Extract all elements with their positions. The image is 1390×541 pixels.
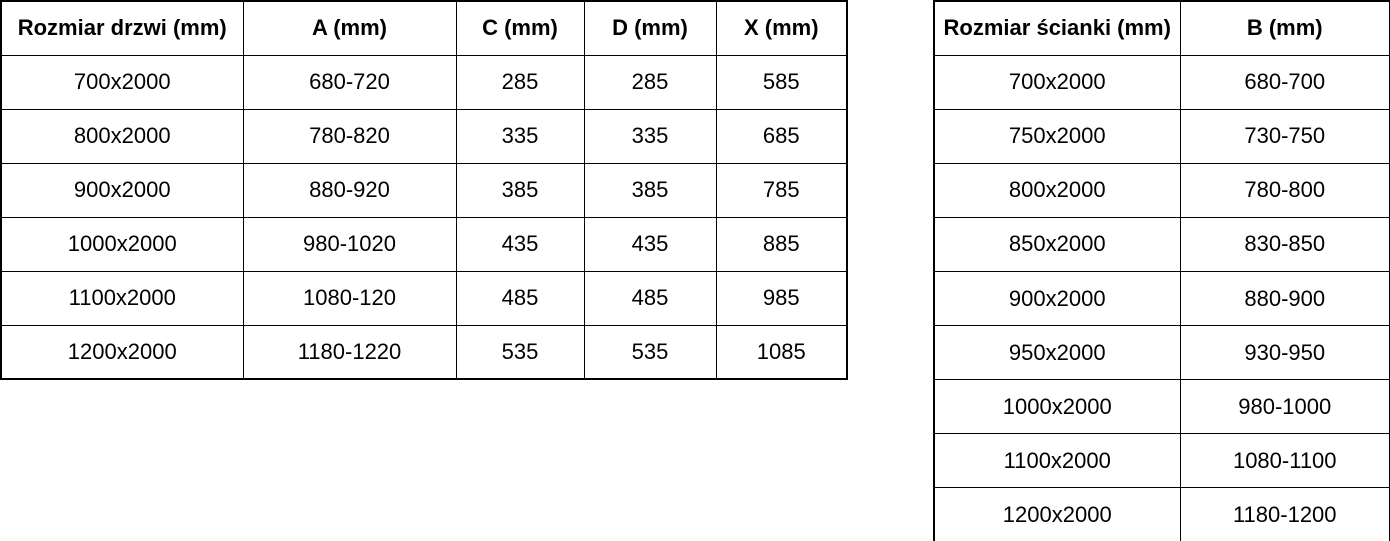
table-row: 950x2000 930-950 [933,325,1390,381]
table-cell: 800x2000 [933,162,1181,218]
table-row: 1200x2000 1180-1200 [933,487,1390,541]
table-cell: 335 [455,108,585,164]
column-header: A (mm) [242,0,457,56]
table-cell: 1085 [715,324,848,380]
table-cell: 985 [715,270,848,326]
table-cell: 1100x2000 [0,270,244,326]
table-row: 700x2000 680-700 [933,54,1390,110]
table-cell: 1180-1220 [242,324,457,380]
table-cell: 780-800 [1179,162,1390,218]
table-cell: 535 [455,324,585,380]
table-cell: 680-720 [242,54,457,110]
table-cell: 385 [583,162,717,218]
table-cell: 485 [455,270,585,326]
table-row: 1200x2000 1180-1220 535 535 1085 [0,324,848,380]
table-cell: 830-850 [1179,216,1390,272]
column-header: D (mm) [583,0,717,56]
table-row: 1100x2000 1080-120 485 485 985 [0,270,848,326]
table-cell: 1200x2000 [933,487,1181,541]
table-cell: 980-1000 [1179,379,1390,435]
table-row: 900x2000 880-920 385 385 785 [0,162,848,218]
column-header: B (mm) [1179,0,1390,56]
column-header: C (mm) [455,0,585,56]
table-row: 1100x2000 1080-1100 [933,433,1390,489]
table-cell: 485 [583,270,717,326]
table-row: 1000x2000 980-1020 435 435 885 [0,216,848,272]
table-row: 1000x2000 980-1000 [933,379,1390,435]
table-cell: 385 [455,162,585,218]
table-cell: 1080-120 [242,270,457,326]
table-cell: 780-820 [242,108,457,164]
table-cell: 880-900 [1179,270,1390,327]
table-cell: 700x2000 [933,54,1181,110]
table-cell: 850x2000 [933,216,1181,272]
table-cell: 1080-1100 [1179,433,1390,489]
wall-table-header-row: Rozmiar ścianki (mm) B (mm) [933,0,1390,56]
table-cell: 880-920 [242,162,457,218]
table-cell: 885 [715,216,848,272]
table-cell: 335 [583,108,717,164]
table-row: 800x2000 780-820 335 335 685 [0,108,848,164]
table-cell: 285 [455,54,585,110]
table-cell: 685 [715,108,848,164]
table-cell: 950x2000 [933,325,1181,381]
table-row: 900x2000 880-900 [933,270,1390,327]
table-cell: 800x2000 [0,108,244,164]
column-header: X (mm) [715,0,848,56]
table-cell: 900x2000 [933,270,1181,327]
table-cell: 1000x2000 [0,216,244,272]
door-table-header-row: Rozmiar drzwi (mm) A (mm) C (mm) D (mm) X (m… [0,0,848,56]
table-cell: 285 [583,54,717,110]
table-cell: 1180-1200 [1179,487,1390,541]
table-cell: 785 [715,162,848,218]
table-cell: 680-700 [1179,54,1390,110]
table-cell: 1000x2000 [933,379,1181,435]
table-cell: 700x2000 [0,54,244,110]
table-cell: 435 [583,216,717,272]
column-header: Rozmiar drzwi (mm) [0,0,244,56]
door-dimensions-table: Rozmiar drzwi (mm) A (mm) C (mm) D (mm) X (m… [0,0,848,380]
table-cell: 585 [715,54,848,110]
table-cell: 900x2000 [0,162,244,218]
table-cell: 980-1020 [242,216,457,272]
table-cell: 535 [583,324,717,380]
table-row: 800x2000 780-800 [933,162,1390,218]
wall-dimensions-table: Rozmiar ścianki (mm) B (mm) 700x2000 680-7… [933,0,1390,541]
table-row: 700x2000 680-720 285 285 585 [0,54,848,110]
table-cell: 1100x2000 [933,433,1181,489]
table-cell: 1200x2000 [0,324,244,380]
table-cell: 750x2000 [933,108,1181,164]
table-cell: 435 [455,216,585,272]
table-cell: 930-950 [1179,325,1390,381]
column-header: Rozmiar ścianki (mm) [933,0,1181,56]
table-cell: 730-750 [1179,108,1390,164]
table-row: 750x2000 730-750 [933,108,1390,164]
table-row: 850x2000 830-850 [933,216,1390,272]
